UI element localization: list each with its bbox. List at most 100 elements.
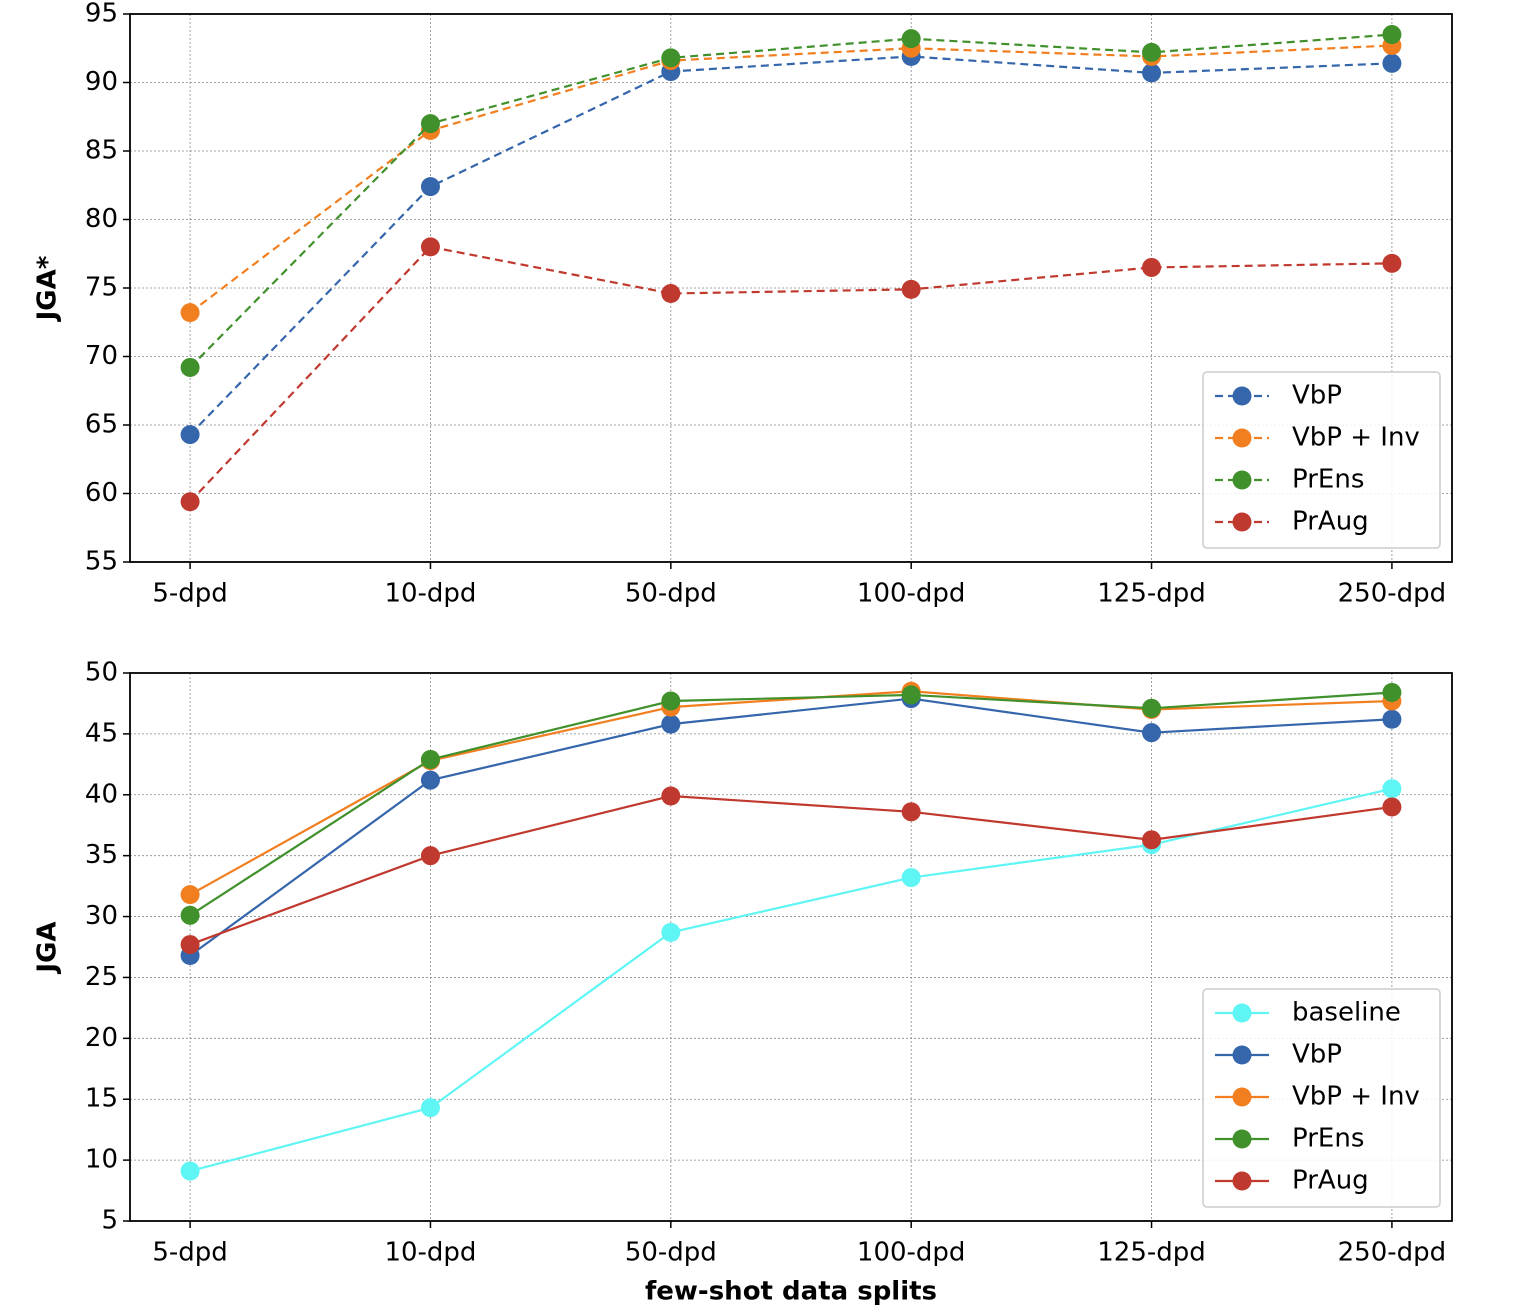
- y-tick-label: 25: [85, 962, 118, 992]
- data-point: [1382, 53, 1402, 73]
- x-tick-label: 250-dpd: [1338, 579, 1447, 609]
- legend-label: PrEns: [1292, 1124, 1364, 1154]
- legend-label: VbP + Inv: [1292, 1082, 1420, 1112]
- legend-marker: [1232, 1087, 1252, 1107]
- data-point: [180, 425, 200, 445]
- data-point: [1142, 63, 1162, 83]
- x-tick-label: 50-dpd: [625, 579, 717, 609]
- y-tick-label: 60: [85, 478, 118, 508]
- data-point: [661, 691, 681, 711]
- series-line: [189, 690, 1392, 896]
- x-tick-label: 125-dpd: [1097, 579, 1206, 609]
- data-point: [661, 786, 681, 806]
- x-tick-label: 125-dpd: [1097, 1238, 1206, 1268]
- y-tick-label: 80: [85, 204, 118, 234]
- legend-marker: [1232, 1129, 1252, 1149]
- data-point: [1382, 682, 1402, 702]
- x-tick-label: 5-dpd: [152, 579, 227, 609]
- data-point: [180, 885, 200, 905]
- data-point: [420, 177, 440, 197]
- y-tick-label: 30: [85, 901, 118, 931]
- data-point: [180, 303, 200, 323]
- data-point: [1142, 723, 1162, 743]
- data-point: [420, 749, 440, 769]
- series-line: [189, 691, 1392, 917]
- data-point: [420, 846, 440, 866]
- data-point: [661, 922, 681, 942]
- x-tick-label: 100-dpd: [857, 579, 966, 609]
- legend-marker: [1232, 512, 1252, 532]
- y-tick-label: 20: [85, 1023, 118, 1053]
- x-tick-label: 100-dpd: [857, 1238, 966, 1268]
- legend-marker: [1232, 1003, 1252, 1023]
- x-tick-label: 5-dpd: [152, 1238, 227, 1268]
- data-point: [901, 685, 921, 705]
- legend-marker: [1232, 1171, 1252, 1191]
- data-point: [1142, 42, 1162, 62]
- data-point: [180, 905, 200, 925]
- y-axis-label: JGA*: [33, 255, 63, 322]
- y-tick-label: 50: [85, 658, 118, 688]
- data-point: [1142, 257, 1162, 277]
- data-point: [420, 1098, 440, 1118]
- legend-box: [1202, 988, 1441, 1208]
- legend: baseline VbP VbP + Inv PrEns PrAug: [1202, 988, 1441, 1208]
- y-tick-label: 70: [85, 341, 118, 371]
- data-point: [420, 237, 440, 257]
- legend-label: baseline: [1292, 998, 1401, 1028]
- x-tick-label: 250-dpd: [1338, 1238, 1447, 1268]
- y-tick-label: 90: [85, 67, 118, 97]
- data-point: [901, 279, 921, 299]
- data-point: [420, 770, 440, 790]
- plot-frame: [129, 13, 1453, 563]
- y-tick-label: 75: [85, 273, 118, 303]
- data-point: [901, 802, 921, 822]
- legend-marker: [1232, 386, 1252, 406]
- series-line: [189, 55, 1392, 436]
- data-point: [901, 29, 921, 49]
- data-point: [901, 868, 921, 888]
- legend-box: [1202, 371, 1441, 549]
- data-point: [180, 1161, 200, 1181]
- y-tick-label: 40: [85, 779, 118, 809]
- data-point: [180, 492, 200, 512]
- x-axis-label: few-shot data splits: [645, 1277, 937, 1307]
- y-tick-label: 65: [85, 410, 118, 440]
- data-point: [1382, 779, 1402, 799]
- y-tick-label: 45: [85, 718, 118, 748]
- legend-marker: [1232, 428, 1252, 448]
- plot-frame: [129, 672, 1453, 1222]
- legend-label: PrAug: [1292, 507, 1369, 537]
- data-point: [1142, 698, 1162, 718]
- series-line: [189, 44, 1392, 314]
- series-line: [189, 33, 1392, 369]
- data-point: [661, 714, 681, 734]
- x-tick-label: 50-dpd: [625, 1238, 717, 1268]
- y-tick-label: 35: [85, 840, 118, 870]
- y-tick-label: 95: [85, 0, 118, 29]
- legend-marker: [1232, 470, 1252, 490]
- legend-label: PrEns: [1292, 465, 1364, 495]
- legend-marker: [1232, 1045, 1252, 1065]
- subplot: 5-dpd 10-dpd 50-dpd 100-dpd 125-dpd 250-dpd 55…: [33, 0, 1453, 609]
- data-point: [1382, 709, 1402, 729]
- y-tick-label: 15: [85, 1084, 118, 1114]
- y-tick-label: 85: [85, 136, 118, 166]
- legend-label: PrAug: [1292, 1166, 1369, 1196]
- y-tick-label: 55: [85, 547, 118, 577]
- series-line: [189, 697, 1392, 957]
- legend-label: VbP + Inv: [1292, 423, 1420, 453]
- data-point: [180, 935, 200, 955]
- data-point: [1382, 797, 1402, 817]
- data-point: [1142, 830, 1162, 850]
- subplot: 5-dpd 10-dpd 50-dpd 100-dpd 125-dpd 250-dpd 5 1…: [33, 658, 1453, 1307]
- data-point: [1382, 25, 1402, 45]
- legend-label: VbP: [1292, 381, 1342, 411]
- series-line: [189, 245, 1392, 503]
- legend: VbP VbP + Inv PrEns PrAug: [1202, 371, 1441, 549]
- data-point: [180, 357, 200, 377]
- series-line: [189, 794, 1393, 946]
- legend-label: VbP: [1292, 1040, 1342, 1070]
- y-tick-label: 5: [101, 1206, 118, 1236]
